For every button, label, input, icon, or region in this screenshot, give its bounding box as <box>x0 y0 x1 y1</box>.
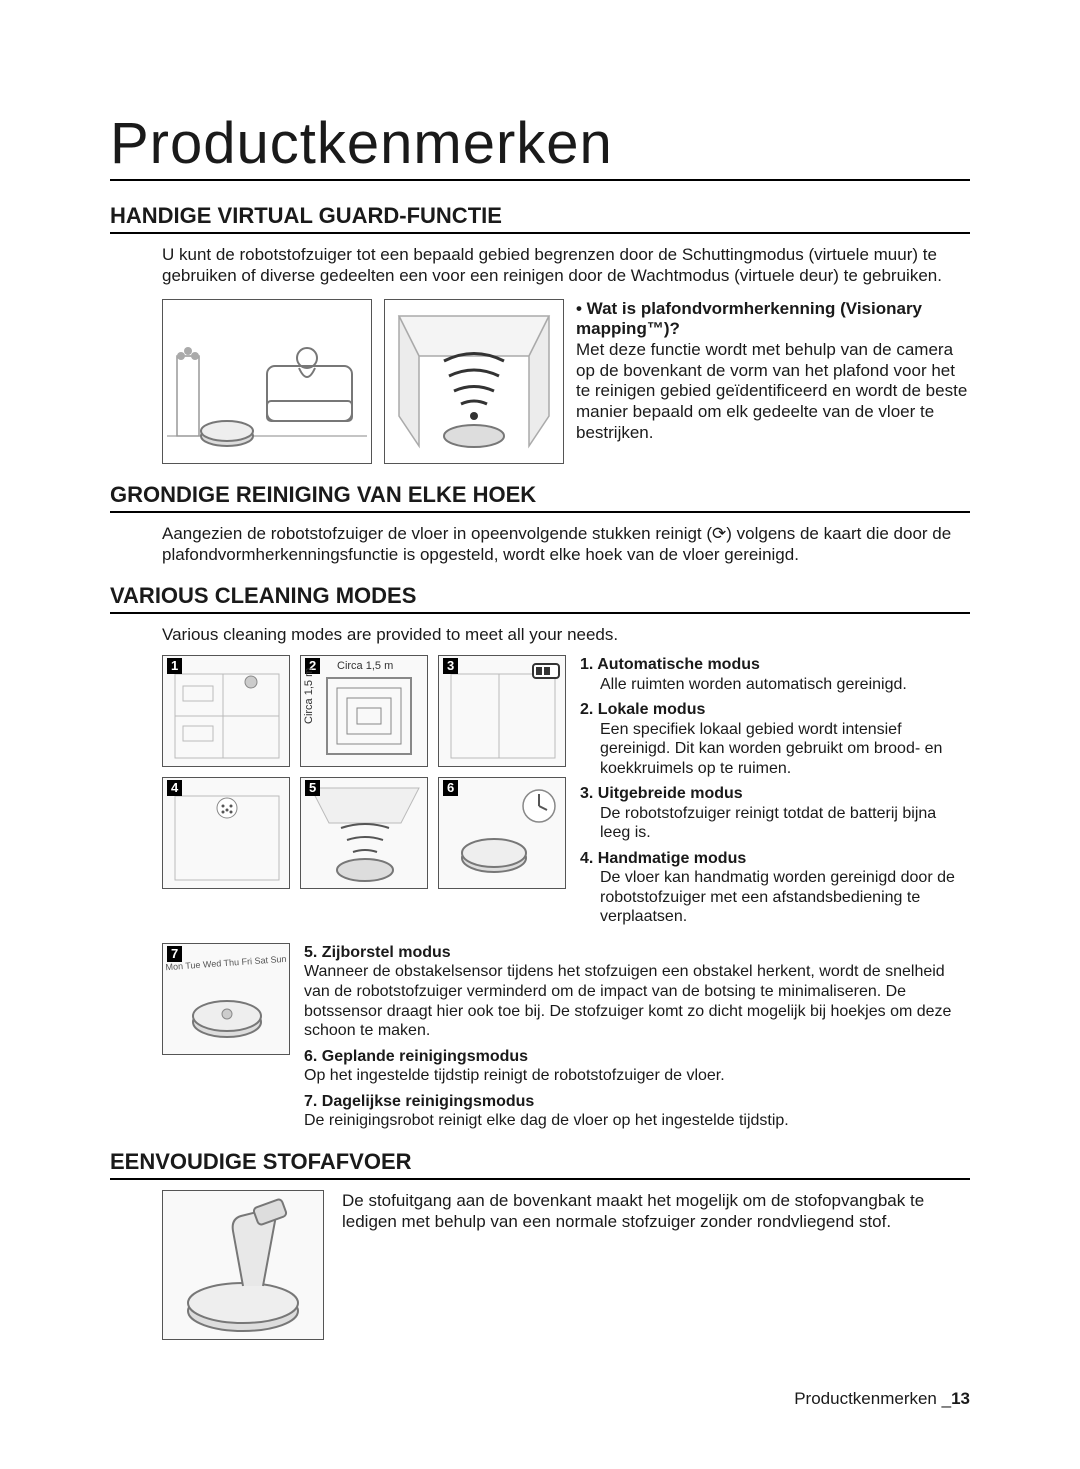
page-title: Productkenmerken <box>110 110 970 181</box>
mode7-title: 7. Dagelijkse reinigingsmodus <box>304 1093 534 1110</box>
mode-box-1: 1 <box>162 655 290 767</box>
mode6-title: 6. Geplande reinigingsmodus <box>304 1048 528 1065</box>
cleaning-modes-row: 1 2 Circa 1,5 m Circa 1,5 m 3 4 5 6 1. A… <box>162 655 970 933</box>
illustration-ceiling-signal <box>384 299 564 464</box>
dust-row: De stofuitgang aan de bovenkant maakt he… <box>162 1190 970 1340</box>
mode-num-7: 7 <box>167 946 182 962</box>
section1-heading: HANDIGE VIRTUAL GUARD-FUNCTIE <box>110 203 970 234</box>
cleaning-modes-grid: 1 2 Circa 1,5 m Circa 1,5 m 3 4 5 6 <box>162 655 566 933</box>
mode-num-5: 5 <box>305 780 320 796</box>
section1-body: U kunt de robotstofzuiger tot een bepaal… <box>162 244 970 287</box>
sidebox-title: • Wat is plafondvormherkenning (Visionar… <box>576 299 970 340</box>
mode4-title: 4. Handmatige modus <box>580 849 970 869</box>
section4-body: De stofuitgang aan de bovenkant maakt he… <box>342 1190 970 1340</box>
section3-intro: Various cleaning modes are provided to m… <box>162 624 970 645</box>
circa-side-label: Circa 1,5 m <box>303 668 315 724</box>
footer-label: Productkenmerken _ <box>794 1389 951 1408</box>
visionary-mapping-box: • Wat is plafondvormherkenning (Visionar… <box>576 299 970 444</box>
modes-list: 1. Automatische modus Alle ruimten worde… <box>580 655 970 933</box>
mode4-desc: De vloer kan handmatig worden gereinigd … <box>600 868 970 927</box>
page-footer: Productkenmerken _13 <box>794 1389 970 1409</box>
mode-num-6: 6 <box>443 780 458 796</box>
mode7-desc: De reinigingsrobot reinigt elke dag de v… <box>304 1112 789 1129</box>
mode-box-6: 6 <box>438 777 566 889</box>
mode5-desc: Wanneer de obstakelsensor tijdens het st… <box>304 963 951 1039</box>
mode7-row: 7 Mon Tue Wed Thu Fri Sat Sun 5. Zijbors… <box>162 943 970 1131</box>
circa-top-label: Circa 1,5 m <box>337 660 393 672</box>
mode5-title: 5. Zijborstel modus <box>304 944 451 961</box>
mode6-desc: Op het ingestelde tijdstip reinigt de ro… <box>304 1067 725 1084</box>
mode1-desc: Alle ruimten worden automatisch gereinig… <box>600 675 970 695</box>
section2-heading: GRONDIGE REINIGING VAN ELKE HOEK <box>110 482 970 513</box>
mode2-desc: Een specifiek lokaal gebied wordt intens… <box>600 720 970 779</box>
illustration-living-room <box>162 299 372 464</box>
mode-box-7: 7 Mon Tue Wed Thu Fri Sat Sun <box>162 943 290 1055</box>
section3-heading: VARIOUS CLEANING MODES <box>110 583 970 614</box>
illustration-dust-removal <box>162 1190 324 1340</box>
section2-body: Aangezien de robotstofzuiger de vloer in… <box>162 523 970 566</box>
section1-figure-row: • Wat is plafondvormherkenning (Visionar… <box>162 299 970 464</box>
mode3-desc: De robotstofzuiger reinigt totdat de bat… <box>600 804 970 843</box>
mode-box-5: 5 <box>300 777 428 889</box>
mode-num-1: 1 <box>167 658 182 674</box>
mode-num-3: 3 <box>443 658 458 674</box>
mode-box-3: 3 <box>438 655 566 767</box>
mode-box-4: 4 <box>162 777 290 889</box>
mode5-7-text: 5. Zijborstel modus Wanneer de obstakels… <box>304 943 970 1131</box>
mode2-title: 2. Lokale modus <box>580 700 970 720</box>
mode1-title: 1. Automatische modus <box>580 655 970 675</box>
mode3-title: 3. Uitgebreide modus <box>580 784 970 804</box>
section4-heading: EENVOUDIGE STOFAFVOER <box>110 1149 970 1180</box>
mode-num-4: 4 <box>167 780 182 796</box>
footer-page-number: 13 <box>951 1389 970 1408</box>
mode-box-2: 2 Circa 1,5 m Circa 1,5 m <box>300 655 428 767</box>
sidebox-body: Met deze functie wordt met behulp van de… <box>576 340 970 444</box>
